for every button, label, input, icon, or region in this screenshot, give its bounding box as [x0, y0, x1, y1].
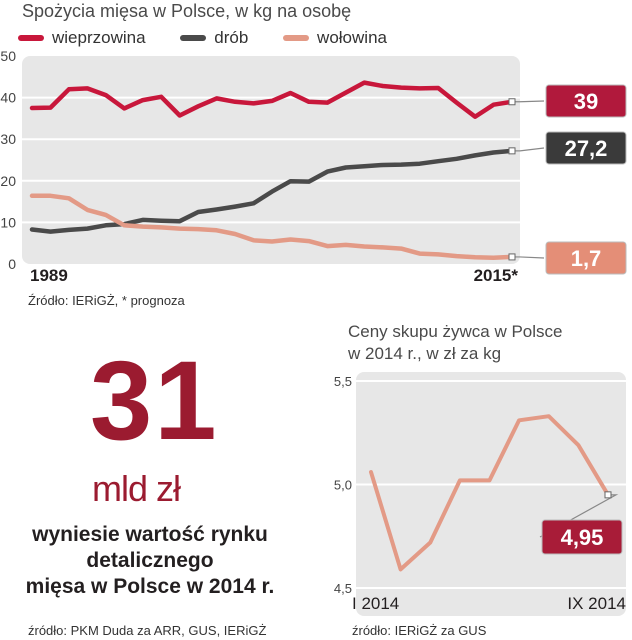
chart1-line-wolowina [29, 193, 515, 261]
chart1-source: Źródło: IERiGŻ, * prognoza [28, 293, 185, 308]
legend-swatch-wieprzowina [18, 35, 44, 41]
chart1-value-label-drob: 27,2 [565, 136, 608, 161]
chart1-value-box-wieprzowina [545, 84, 627, 118]
chart1-y-tick: 30 [0, 131, 16, 147]
chart2-y-tick: 5,5 [334, 374, 352, 389]
chart1-gridlines [22, 96, 520, 224]
chart2-title: Ceny skupu żywca w Polsce w 2014 r., w z… [348, 321, 562, 365]
chart2-end-labels: 4,95 [539, 491, 623, 555]
chart1-series-lines [29, 80, 515, 261]
legend-item-drob: drób [180, 28, 248, 48]
highlight-source: źródło: PKM Duda za ARR, GUS, IERiGŻ [28, 623, 267, 638]
chart1-line-drob [29, 148, 515, 234]
highlight-number: 31 [90, 338, 219, 463]
chart2-x-start-label: I 2014 [352, 594, 399, 613]
chart2-value-box-zywiec [541, 519, 623, 555]
chart1-y-tick: 40 [0, 90, 16, 106]
chart1-value-label-wolowina: 1,7 [571, 246, 602, 271]
chart2-line-zywiec [369, 414, 610, 572]
chart2-plot-background [356, 372, 626, 616]
chart2-value-label-zywiec: 4,95 [561, 525, 604, 550]
chart2-gridlines [356, 380, 626, 589]
legend-item-wieprzowina: wieprzowina [18, 28, 146, 48]
chart1-title: Spożycia mięsa w Polsce, w kg na osobę [22, 1, 352, 21]
chart2-y-tick: 4,5 [334, 581, 352, 596]
chart2-title-line: Ceny skupu żywca w Polsce [348, 322, 563, 341]
chart1-y-tick: 50 [0, 48, 16, 64]
highlight-description-line: mięsa w Polsce w 2014 r. [25, 575, 275, 598]
chart1-value-label-wieprzowina: 39 [574, 89, 598, 114]
legend-label-wolowina: wołowina [317, 28, 387, 47]
legend-label-drob: drób [214, 28, 249, 47]
chart1-consumption: 0 10 20 30 40 50 39 27,2 1,7 1989 2015* [0, 48, 627, 285]
chart1-legend: wieprzowina drób wołowina [18, 26, 417, 48]
chart1-y-tick: 0 [8, 256, 16, 272]
legend-item-wolowina: wołowina [283, 28, 387, 48]
chart1-end-marker-drob [508, 147, 516, 155]
chart1-x-start-label: 1989 [30, 266, 68, 285]
chart1-end-marker-wolowina [508, 253, 516, 261]
highlight-description-line: detalicznego [86, 549, 214, 572]
chart1-line-wieprzowina [29, 80, 515, 119]
chart1-end-marker-wieprzowina [508, 98, 516, 106]
chart2-end-marker-zywiec [604, 491, 612, 499]
chart2-series-lines [369, 414, 610, 572]
highlight-description-line: wyniesie wartość rynku [32, 523, 268, 546]
chart2-source: źródło: IERiGŻ za GUS [352, 623, 487, 638]
chart2-y-tick-labels: 4,5 5,0 5,5 [334, 374, 352, 596]
chart1-y-tick: 10 [0, 214, 16, 230]
chart1-value-box-drob [545, 131, 627, 165]
chart1-y-tick: 20 [0, 173, 16, 189]
chart1-x-end-label: 2015* [474, 266, 519, 285]
legend-swatch-drob [180, 35, 207, 41]
chart2-y-tick: 5,0 [334, 478, 352, 493]
chart2-title-line: w 2014 r., w zł za kg [348, 344, 502, 363]
chart1-plot-background [22, 56, 520, 264]
highlight-unit: mld zł [92, 468, 181, 509]
chart1-end-labels: 39 27,2 1,7 [508, 84, 627, 275]
chart1-value-box-wolowina [545, 241, 627, 275]
legend-swatch-wolowina [283, 35, 310, 41]
chart2-x-end-label: IX 2014 [567, 594, 626, 613]
legend-label-wieprzowina: wieprzowina [52, 28, 146, 47]
chart1-y-tick-labels: 0 10 20 30 40 50 [0, 48, 16, 272]
highlight-description: wyniesie wartość rynku detalicznego mięs… [0, 522, 300, 600]
